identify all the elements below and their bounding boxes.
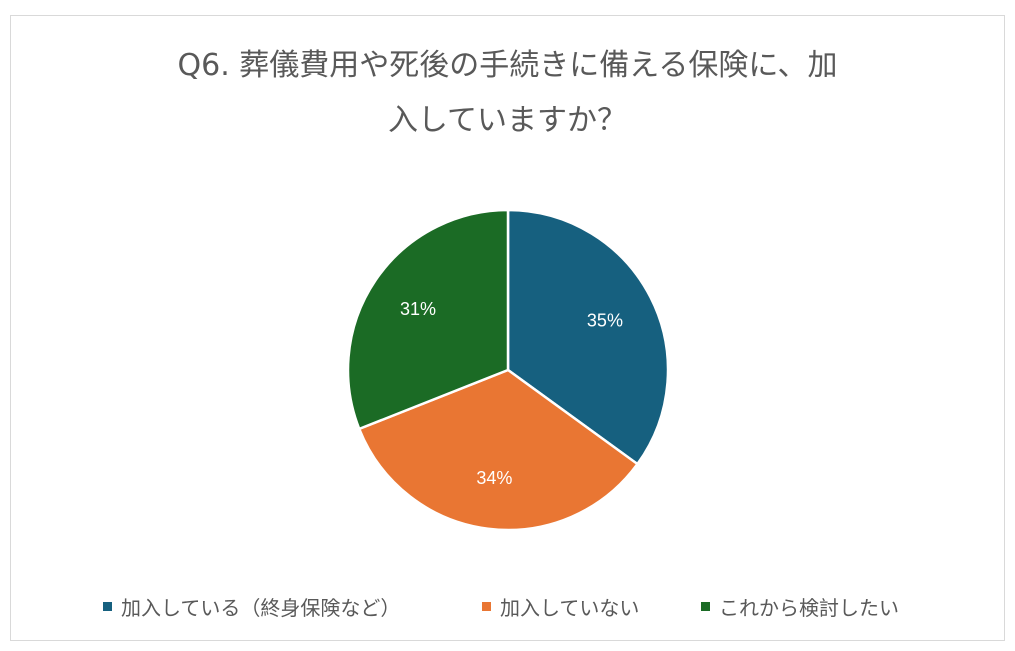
chart-title-line-1: Q6. 葬儀費用や死後の手続きに備える保険に、加	[177, 48, 838, 83]
data-label-subscribed: 35%	[587, 311, 623, 331]
chart-title-line-2: 入していますか？	[387, 103, 628, 138]
legend-label-considering: これから検討したい	[719, 595, 899, 620]
legend-swatch-subscribed	[103, 601, 112, 611]
data-label-considering: 31%	[400, 299, 436, 319]
legend: 加入している（終身保険など） 加入していない これから検討したい	[0, 591, 1015, 621]
pie-slice-considering	[346, 208, 510, 431]
legend-item-subscribed: 加入している（終身保険など）	[103, 591, 400, 621]
pie-slice-subscribed	[506, 208, 670, 466]
legend-label-subscribed: 加入している（終身保険など）	[121, 595, 401, 620]
legend-label-not-subscribed: 加入していない	[500, 595, 640, 620]
legend-swatch-considering	[701, 601, 710, 611]
pie-slice-not-subscribed	[357, 368, 639, 532]
chart-title: Q6. 葬儀費用や死後の手続きに備える保険に、加 入していますか？	[60, 38, 955, 148]
data-label-not-subscribed: 34%	[476, 468, 512, 488]
legend-swatch-not-subscribed	[482, 601, 491, 611]
legend-item-considering: これから検討したい	[701, 591, 899, 621]
legend-item-not-subscribed: 加入していない	[482, 591, 639, 621]
